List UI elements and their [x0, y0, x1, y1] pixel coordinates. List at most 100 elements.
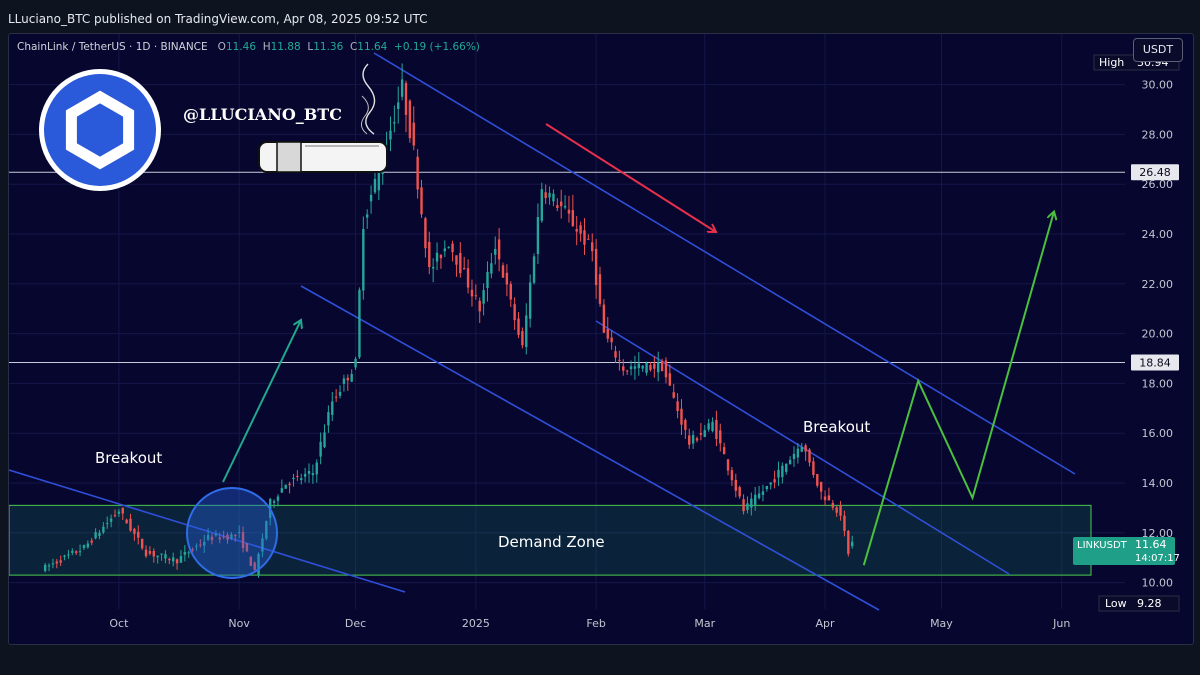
candle	[847, 529, 850, 557]
candle	[210, 533, 214, 545]
chart-panel[interactable]: Breakout Breakout Demand Zone 10.00 12.00 14.…	[8, 33, 1194, 645]
time-tick-label: Feb	[586, 617, 605, 630]
candle-body	[284, 484, 287, 489]
candle	[843, 510, 846, 537]
candle	[121, 507, 124, 520]
candle-body	[757, 493, 761, 499]
candle-body	[431, 266, 435, 269]
published-line: LLuciano_BTC published on TradingView.co…	[8, 12, 428, 26]
candle	[265, 520, 268, 541]
last-price-value: 11.64	[1135, 538, 1167, 551]
candle-body	[315, 462, 318, 475]
candle-body	[373, 178, 377, 193]
candle	[160, 553, 163, 561]
candle-body	[280, 488, 284, 493]
candle-body	[746, 503, 749, 510]
candle-body	[121, 508, 124, 514]
old-trendline	[9, 469, 406, 593]
candle-body	[575, 229, 578, 232]
time-tick-label: Dec	[345, 617, 366, 630]
candle-body	[218, 537, 221, 540]
candle-body	[637, 363, 640, 369]
candle	[548, 186, 551, 205]
candle-body	[816, 474, 819, 486]
candle-body	[164, 554, 167, 559]
candle	[280, 479, 284, 494]
candle	[400, 63, 404, 101]
candle	[102, 522, 105, 535]
breakout-arrow	[222, 320, 301, 483]
candle-body	[657, 362, 660, 373]
candle-body	[691, 435, 695, 444]
candle-body	[234, 534, 237, 537]
candle-body	[497, 239, 501, 260]
candle-body	[179, 556, 183, 563]
price-chart[interactable]: Breakout Breakout Demand Zone 10.00 12.00 14.…	[9, 34, 1193, 644]
candle	[435, 242, 439, 271]
candle-body	[525, 315, 528, 348]
candle	[796, 443, 800, 464]
candle-body	[416, 156, 419, 190]
candle	[660, 358, 664, 372]
candle-body	[342, 378, 346, 384]
close-value: 11.64	[357, 41, 388, 53]
candle-body	[781, 465, 784, 478]
candle	[470, 279, 474, 307]
candle	[851, 535, 854, 549]
candle	[816, 473, 819, 488]
candle	[625, 369, 629, 375]
time-tick-label: May	[930, 617, 953, 630]
candle	[113, 509, 117, 518]
candle-body	[482, 290, 485, 304]
candle	[140, 538, 144, 551]
currency-button[interactable]: USDT	[1133, 38, 1183, 62]
candle	[389, 116, 392, 152]
price-tick-label: 12.00	[1142, 527, 1174, 540]
candle-body	[594, 248, 598, 286]
candle-body	[152, 550, 155, 557]
candle-body	[307, 471, 311, 474]
candle-body	[109, 518, 113, 522]
candle	[412, 106, 415, 151]
candle	[532, 253, 536, 285]
candle	[528, 274, 532, 328]
candle-body	[272, 501, 276, 503]
candle-body	[265, 521, 268, 539]
candle	[300, 473, 303, 485]
candle	[684, 418, 687, 439]
candle	[649, 361, 652, 372]
candle	[447, 246, 450, 249]
candle-body	[513, 304, 516, 321]
candle	[106, 516, 109, 529]
candle	[839, 500, 842, 521]
candle-body	[494, 248, 497, 255]
footer-bar	[0, 645, 1200, 675]
candle	[808, 448, 811, 467]
candle	[552, 189, 555, 207]
candle-body	[55, 561, 58, 564]
candle	[474, 284, 478, 300]
candle	[482, 283, 485, 316]
candle	[431, 258, 435, 283]
candle-body	[567, 209, 571, 214]
time-tick-label: Mar	[694, 617, 715, 630]
candle-body	[125, 519, 128, 524]
candle	[781, 462, 784, 484]
candle	[571, 194, 575, 227]
candle	[75, 550, 78, 556]
candle	[319, 432, 322, 465]
candle	[257, 552, 260, 578]
candle	[86, 540, 90, 549]
candle-body	[715, 419, 718, 439]
candle	[606, 317, 609, 343]
candle-body	[812, 461, 815, 475]
candle	[292, 473, 295, 487]
candle-body	[140, 538, 144, 549]
candle-body	[823, 496, 827, 501]
candle-body	[102, 526, 105, 533]
candle	[757, 485, 761, 500]
candle	[98, 530, 101, 540]
candle-body	[203, 541, 206, 546]
high-value: 11.88	[270, 41, 301, 53]
author-tag: @LLUCIANO_BTC	[183, 105, 342, 124]
